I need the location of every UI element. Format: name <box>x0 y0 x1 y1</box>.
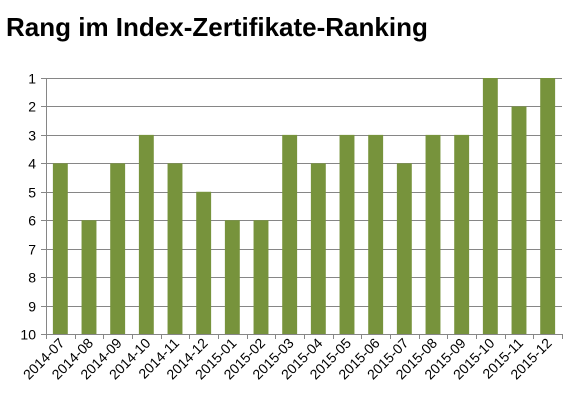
bars <box>52 78 556 334</box>
y-axis-ticks: 1 2 3 4 5 6 7 8 9 10 <box>20 71 46 343</box>
y-tick-label: 2 <box>28 99 36 115</box>
bar-2015-07 <box>396 163 412 334</box>
y-tick-label: 3 <box>28 128 36 144</box>
y-tick-label: 10 <box>20 327 36 343</box>
bar-2014-10 <box>138 134 154 334</box>
y-tick-label: 7 <box>28 242 36 258</box>
bar-2015-03 <box>282 134 298 334</box>
y-tick-label: 6 <box>28 213 36 229</box>
bar-2015-05 <box>339 134 355 334</box>
y-tick-label: 5 <box>28 185 36 201</box>
y-tick-label: 9 <box>28 299 36 315</box>
bar-2014-12 <box>196 191 212 334</box>
bar-2015-01 <box>224 220 240 334</box>
bar-2015-12 <box>540 78 556 334</box>
bar-2015-06 <box>368 134 384 334</box>
bar-2014-11 <box>167 163 183 334</box>
bar-2014-08 <box>81 220 97 334</box>
bar-2015-04 <box>310 163 326 334</box>
y-tick-label: 8 <box>28 270 36 286</box>
x-axis-ticks: 2014-072014-082014-092014-102014-112014-… <box>20 334 563 382</box>
bar-2015-02 <box>253 220 269 334</box>
chart-title: Rang im Index-Zertifikate-Ranking <box>6 12 428 42</box>
bar-2015-09 <box>454 134 470 334</box>
bar-2014-07 <box>52 163 68 334</box>
y-tick-label: 1 <box>28 71 36 87</box>
bar-2014-09 <box>110 163 126 334</box>
bar-2015-08 <box>425 134 441 334</box>
bar-2015-10 <box>482 78 498 334</box>
y-tick-label: 4 <box>28 156 36 172</box>
bar-2015-11 <box>511 106 527 334</box>
